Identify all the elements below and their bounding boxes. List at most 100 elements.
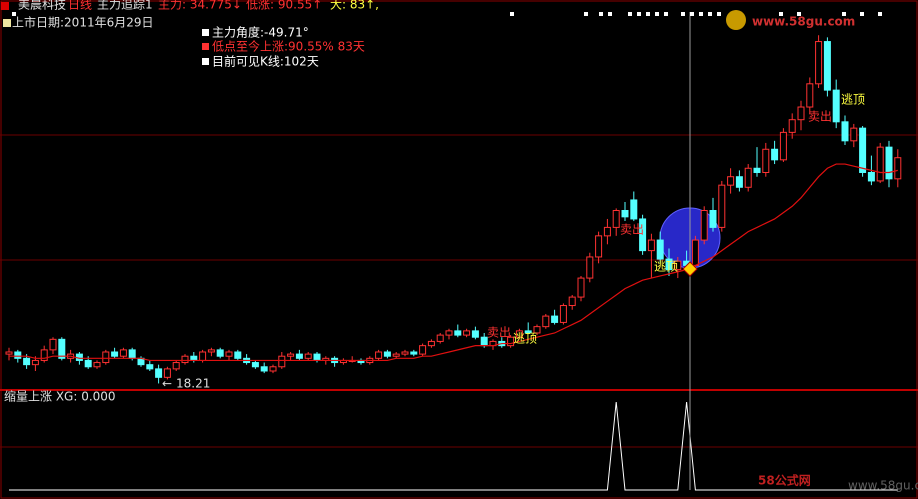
candle-body xyxy=(419,345,427,355)
candle-body xyxy=(40,349,48,361)
low-rise: 低涨: 90.55↑ xyxy=(246,0,322,12)
candle-body xyxy=(410,351,418,355)
candle-body xyxy=(190,355,198,361)
bullet xyxy=(202,58,209,65)
candle-body xyxy=(146,364,154,370)
candle-body xyxy=(718,184,726,228)
candle-body xyxy=(612,210,620,228)
candle-body xyxy=(436,334,444,342)
candle-body xyxy=(533,326,541,334)
candle-body xyxy=(14,351,22,359)
candle-body xyxy=(700,210,708,241)
candle-body xyxy=(84,359,92,368)
signal-label: 卖出 xyxy=(487,326,511,340)
candle-body xyxy=(260,366,268,372)
low-label: 18.21 xyxy=(176,377,210,391)
candle-body xyxy=(779,131,787,161)
candle-body xyxy=(471,330,479,338)
candle-body xyxy=(885,146,893,180)
candle-body xyxy=(762,148,770,173)
candle-body xyxy=(577,277,585,298)
candle-body xyxy=(304,353,312,359)
candle-body xyxy=(31,359,39,366)
candle-body xyxy=(815,41,823,85)
candle-body xyxy=(559,305,567,323)
candle-body xyxy=(595,235,603,258)
candle-body xyxy=(295,353,303,359)
xg-line xyxy=(9,401,898,491)
candle-body xyxy=(181,355,189,364)
candle-body xyxy=(234,351,242,359)
signal-label: 卖出 xyxy=(808,110,832,124)
candle-body xyxy=(23,357,31,366)
candle-body xyxy=(744,167,752,188)
signal-label: 逃顶 xyxy=(513,332,537,346)
candle-body xyxy=(806,83,814,108)
bullet xyxy=(202,29,209,36)
candle-body xyxy=(551,315,559,323)
arrow: ← xyxy=(162,377,172,391)
candle-body xyxy=(507,336,515,347)
signal-label: 卖出 xyxy=(620,223,644,237)
candle-body xyxy=(524,330,532,334)
candle-body xyxy=(445,330,453,336)
candle-body xyxy=(797,106,805,121)
candle-body xyxy=(876,146,884,182)
candle-body xyxy=(621,210,629,218)
candle-body xyxy=(788,119,796,133)
watermark: 58公式网 xyxy=(758,473,811,488)
period: 日线 xyxy=(68,0,92,12)
candle-body xyxy=(287,353,295,357)
candle-body xyxy=(111,351,119,357)
info-line: 目前可见K线:102天 xyxy=(212,54,319,69)
candle-body xyxy=(859,127,867,173)
candle-body xyxy=(823,41,831,91)
candle-body xyxy=(674,260,682,271)
signal-diamond xyxy=(682,261,698,277)
candle-body xyxy=(454,330,462,336)
candle-body xyxy=(172,362,180,370)
candle-body xyxy=(568,296,576,307)
candle-body xyxy=(58,338,66,359)
candle-body xyxy=(93,362,101,368)
bullet xyxy=(202,43,209,50)
candle-body xyxy=(735,176,743,188)
candle-body xyxy=(647,239,655,252)
logo-icon xyxy=(726,10,746,30)
candle-body xyxy=(771,148,779,161)
candle-body xyxy=(709,210,717,228)
candle-body xyxy=(463,330,471,336)
candle-body xyxy=(163,368,171,378)
bullet xyxy=(3,19,11,27)
candle-body xyxy=(894,157,902,180)
candle-body xyxy=(542,315,550,328)
candle-body xyxy=(841,121,849,142)
candle-body xyxy=(427,340,435,347)
candle-body xyxy=(49,338,57,351)
info-line: 主力角度:-49.71° xyxy=(212,25,309,40)
signal-stars xyxy=(12,12,882,16)
logo: www.58gu.com xyxy=(752,15,855,29)
candle-body xyxy=(102,351,110,364)
candle-body xyxy=(375,351,383,359)
candle-body xyxy=(586,256,594,279)
candle-body xyxy=(251,362,259,368)
info-line: 低点至今上涨:90.55% 83天 xyxy=(212,39,365,54)
close-icon xyxy=(1,2,9,10)
candle-body xyxy=(392,353,400,357)
candle-body xyxy=(639,218,647,252)
ma-line xyxy=(9,163,898,362)
days-value: 大: 83↑, xyxy=(330,0,379,12)
candle-body xyxy=(665,258,673,271)
candle-body xyxy=(128,349,136,359)
candle-body xyxy=(603,226,611,237)
candle-body xyxy=(269,366,277,372)
sub-title: 缩量上涨 XG: 0.000 xyxy=(4,389,116,404)
candle-body xyxy=(691,239,699,266)
candle-body xyxy=(753,167,761,173)
candle-body xyxy=(207,349,215,353)
